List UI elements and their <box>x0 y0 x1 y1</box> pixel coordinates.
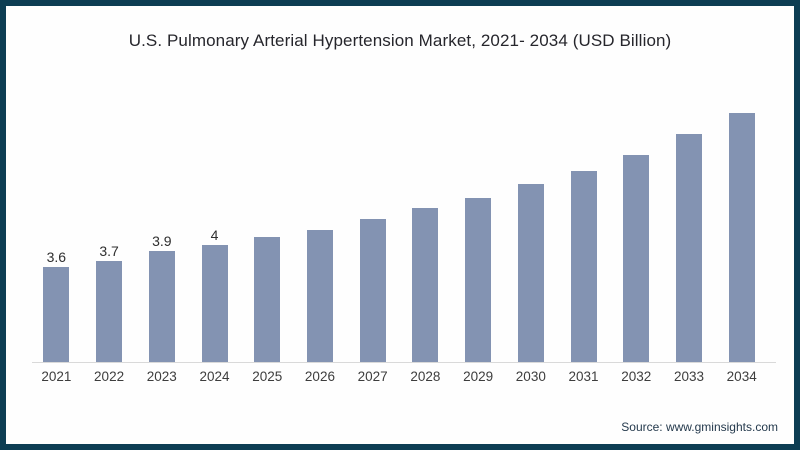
bar-column-2031 <box>557 92 610 362</box>
bar-column-2032 <box>610 92 663 362</box>
bar-2027 <box>359 218 386 362</box>
bar-column-2026 <box>294 92 347 362</box>
bar-column-2034 <box>715 92 768 362</box>
x-tick-2023: 2023 <box>146 369 177 384</box>
bar-column-2028 <box>399 92 452 362</box>
bar-2031 <box>570 171 597 362</box>
bar-2028 <box>412 208 439 362</box>
bar-column-2023: 3.9 <box>135 92 188 362</box>
bar-column-2027 <box>346 92 399 362</box>
bar-column-2024: 4 <box>188 92 241 362</box>
bar-value-label-2023: 3.9 <box>152 232 172 249</box>
bar-2025 <box>254 237 281 362</box>
x-tick-row: 2021 2022 2023 2024 2025 2026 2027 2028 2029 2030… <box>30 369 768 384</box>
x-tick-2021: 2021 <box>41 369 72 384</box>
bar-value-label-2022: 3.7 <box>99 243 119 260</box>
bars-row: 3.6 3.7 3.9 4 <box>30 92 768 362</box>
x-tick-2024: 2024 <box>199 369 230 384</box>
chart-title: U.S. Pulmonary Arterial Hypertension Mar… <box>128 31 672 50</box>
x-tick-2032: 2032 <box>621 369 652 384</box>
bar-2026 <box>306 229 333 362</box>
bar-2023 <box>148 250 175 362</box>
x-tick-2031: 2031 <box>568 369 599 384</box>
x-tick-2034: 2034 <box>726 369 757 384</box>
bar-2030 <box>517 184 544 362</box>
bar-value-label-2024: 4 <box>210 227 219 244</box>
bar-column-2021: 3.6 <box>30 92 83 362</box>
bar-column-2025 <box>241 92 294 362</box>
x-tick-2025: 2025 <box>252 369 283 384</box>
bar-value-label-2021: 3.6 <box>46 248 67 265</box>
bar-2021 <box>43 266 70 362</box>
x-tick-2033: 2033 <box>673 369 704 384</box>
bar-2022 <box>96 261 123 362</box>
x-tick-2029: 2029 <box>463 369 494 384</box>
x-tick-2030: 2030 <box>515 369 546 384</box>
bar-2034 <box>728 112 755 362</box>
bar-2033 <box>675 134 702 362</box>
source-attribution: Source: www.gminsights.com <box>621 420 778 434</box>
x-axis-line <box>32 362 776 363</box>
x-tick-2027: 2027 <box>357 369 388 384</box>
bar-column-2029 <box>452 92 505 362</box>
bar-2029 <box>465 197 492 362</box>
bar-column-2022: 3.7 <box>83 92 136 362</box>
bar-2032 <box>623 155 650 362</box>
bar-2024 <box>201 245 228 362</box>
bar-column-2033 <box>663 92 716 362</box>
x-tick-2022: 2022 <box>94 369 125 384</box>
bar-column-2030 <box>504 92 557 362</box>
x-tick-2028: 2028 <box>410 369 441 384</box>
x-tick-2026: 2026 <box>304 369 335 384</box>
